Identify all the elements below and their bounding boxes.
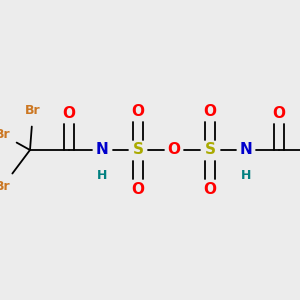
Text: Br: Br xyxy=(25,104,41,118)
Text: O: O xyxy=(167,142,181,158)
Text: H: H xyxy=(241,169,251,182)
Text: N: N xyxy=(240,142,252,158)
Text: Br: Br xyxy=(0,179,11,193)
Text: O: O xyxy=(272,106,286,122)
Text: O: O xyxy=(203,103,217,118)
Text: S: S xyxy=(205,142,215,158)
Text: Br: Br xyxy=(0,128,11,142)
Text: O: O xyxy=(203,182,217,196)
Text: O: O xyxy=(62,106,76,122)
Text: S: S xyxy=(133,142,143,158)
Text: H: H xyxy=(97,169,107,182)
Text: N: N xyxy=(96,142,108,158)
Text: O: O xyxy=(131,103,145,118)
Text: O: O xyxy=(131,182,145,196)
